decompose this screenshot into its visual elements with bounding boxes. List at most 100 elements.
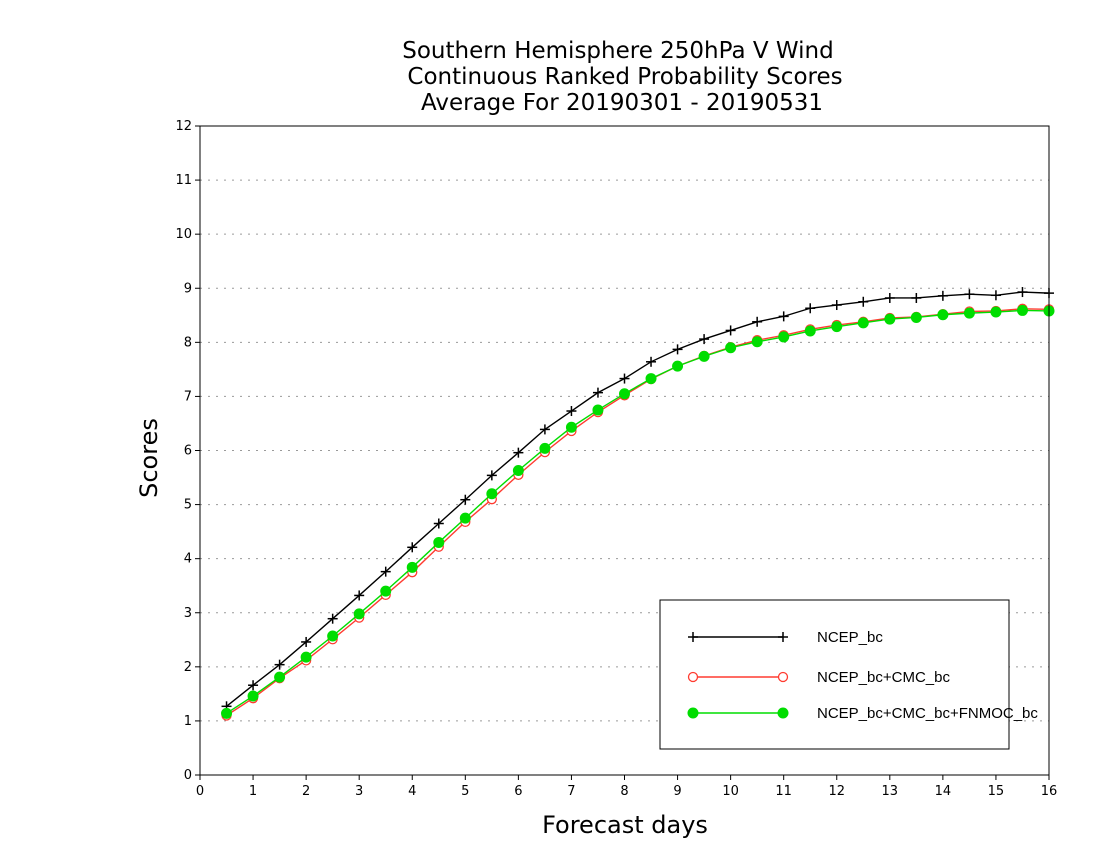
point-marker — [777, 671, 789, 683]
point-marker — [619, 373, 630, 384]
point-marker — [592, 404, 604, 416]
x-tick-label: 8 — [620, 784, 628, 799]
legend: NCEP_bc NCEP_bc+CMC_bc NCEP_bc+CMC_bc+FNMO… — [659, 599, 1038, 750]
x-tick-label: 9 — [673, 784, 681, 799]
series-layer — [221, 287, 1055, 721]
point-marker — [248, 680, 259, 691]
x-tick-label: 6 — [514, 784, 522, 799]
point-marker — [884, 292, 895, 303]
y-tick-label: 6 — [184, 444, 192, 459]
point-marker — [990, 306, 1002, 318]
point-marker — [937, 309, 949, 321]
point-marker — [433, 536, 445, 548]
point-marker — [777, 707, 789, 719]
series-1 — [221, 287, 1054, 712]
plot-frame — [199, 125, 1050, 776]
point-marker — [592, 387, 603, 398]
point-marker — [963, 307, 975, 319]
point-marker — [274, 659, 285, 670]
point-marker — [778, 331, 790, 343]
point-marker — [884, 313, 896, 325]
point-marker — [831, 321, 843, 333]
point-marker — [539, 442, 551, 454]
title-line-2: Continuous Ranked Probability Scores — [407, 64, 842, 90]
point-marker — [380, 585, 392, 597]
point-marker — [699, 334, 710, 345]
x-tick-label: 0 — [196, 784, 204, 799]
x-tick-label: 15 — [988, 784, 1005, 799]
x-tick-label: 4 — [408, 784, 416, 799]
point-marker — [406, 561, 418, 573]
point-marker — [380, 566, 391, 577]
point-marker — [857, 317, 869, 329]
point-marker — [565, 421, 577, 433]
point-marker — [513, 447, 524, 458]
y-tick-label: 11 — [175, 173, 192, 188]
legend-box — [659, 599, 1010, 750]
point-marker — [687, 707, 699, 719]
x-tick-label: 13 — [882, 784, 899, 799]
point-marker — [778, 632, 788, 642]
x-axis-label: Forecast days — [542, 811, 708, 839]
point-marker — [645, 373, 657, 385]
chart-title: Southern Hemisphere 250hPa V Wind Contin… — [402, 38, 842, 116]
point-marker — [301, 636, 312, 647]
point-marker — [937, 290, 948, 301]
y-tick-label: 5 — [184, 498, 192, 513]
x-tick-label: 3 — [355, 784, 363, 799]
x-tick-label: 2 — [302, 784, 310, 799]
y-tick-label: 2 — [184, 660, 192, 675]
point-marker — [433, 518, 444, 529]
point-marker — [804, 325, 816, 337]
x-tick-label: 7 — [567, 784, 575, 799]
y-tick-label: 8 — [184, 335, 192, 350]
point-marker — [1017, 287, 1028, 298]
series-3 — [221, 304, 1055, 719]
point-marker — [300, 651, 312, 663]
point-marker — [353, 608, 365, 620]
legend-label: NCEP_bc+CMC_bc+FNMOC_bc — [817, 705, 1038, 722]
x-tick-label: 11 — [775, 784, 792, 799]
point-marker — [646, 356, 657, 367]
x-tick-label: 16 — [1041, 784, 1058, 799]
x-tick-label: 12 — [828, 784, 845, 799]
point-marker — [698, 350, 710, 362]
point-marker — [831, 300, 842, 311]
legend-label: NCEP_bc — [817, 629, 883, 646]
legend-entry: NCEP_bc+CMC_bc — [687, 669, 950, 686]
point-marker — [911, 292, 922, 303]
point-marker — [778, 311, 789, 322]
x-tick-label: 10 — [722, 784, 739, 799]
point-marker — [752, 316, 763, 327]
y-tick-label: 1 — [184, 714, 192, 729]
point-marker — [486, 488, 498, 500]
y-tick-label: 10 — [175, 227, 192, 242]
x-tick-label: 5 — [461, 784, 469, 799]
point-marker — [672, 360, 684, 372]
point-marker — [247, 690, 259, 702]
point-marker — [619, 388, 630, 400]
point-marker — [910, 311, 922, 323]
point-marker — [964, 289, 975, 300]
point-marker — [805, 303, 816, 314]
legend-label: NCEP_bc+CMC_bc — [817, 669, 950, 686]
point-marker — [354, 590, 365, 601]
y-tick-label: 12 — [175, 119, 192, 134]
y-axis-label: Scores — [135, 418, 163, 498]
legend-entry: NCEP_bc — [688, 629, 883, 646]
point-marker — [566, 406, 577, 417]
y-tick-label: 3 — [184, 606, 192, 621]
y-tick-label: 7 — [184, 389, 192, 404]
point-marker — [672, 344, 683, 355]
title-line-3: Average For 20190301 - 20190531 — [421, 90, 823, 116]
point-marker — [751, 336, 763, 348]
point-marker — [687, 671, 699, 683]
point-marker — [1016, 304, 1028, 316]
point-marker — [274, 671, 286, 683]
point-marker — [327, 613, 338, 624]
point-marker — [512, 465, 524, 477]
legend-entry: NCEP_bc+CMC_bc+FNMOC_bc — [687, 705, 1038, 722]
y-tick-label: 4 — [184, 552, 192, 567]
point-marker — [407, 542, 418, 553]
